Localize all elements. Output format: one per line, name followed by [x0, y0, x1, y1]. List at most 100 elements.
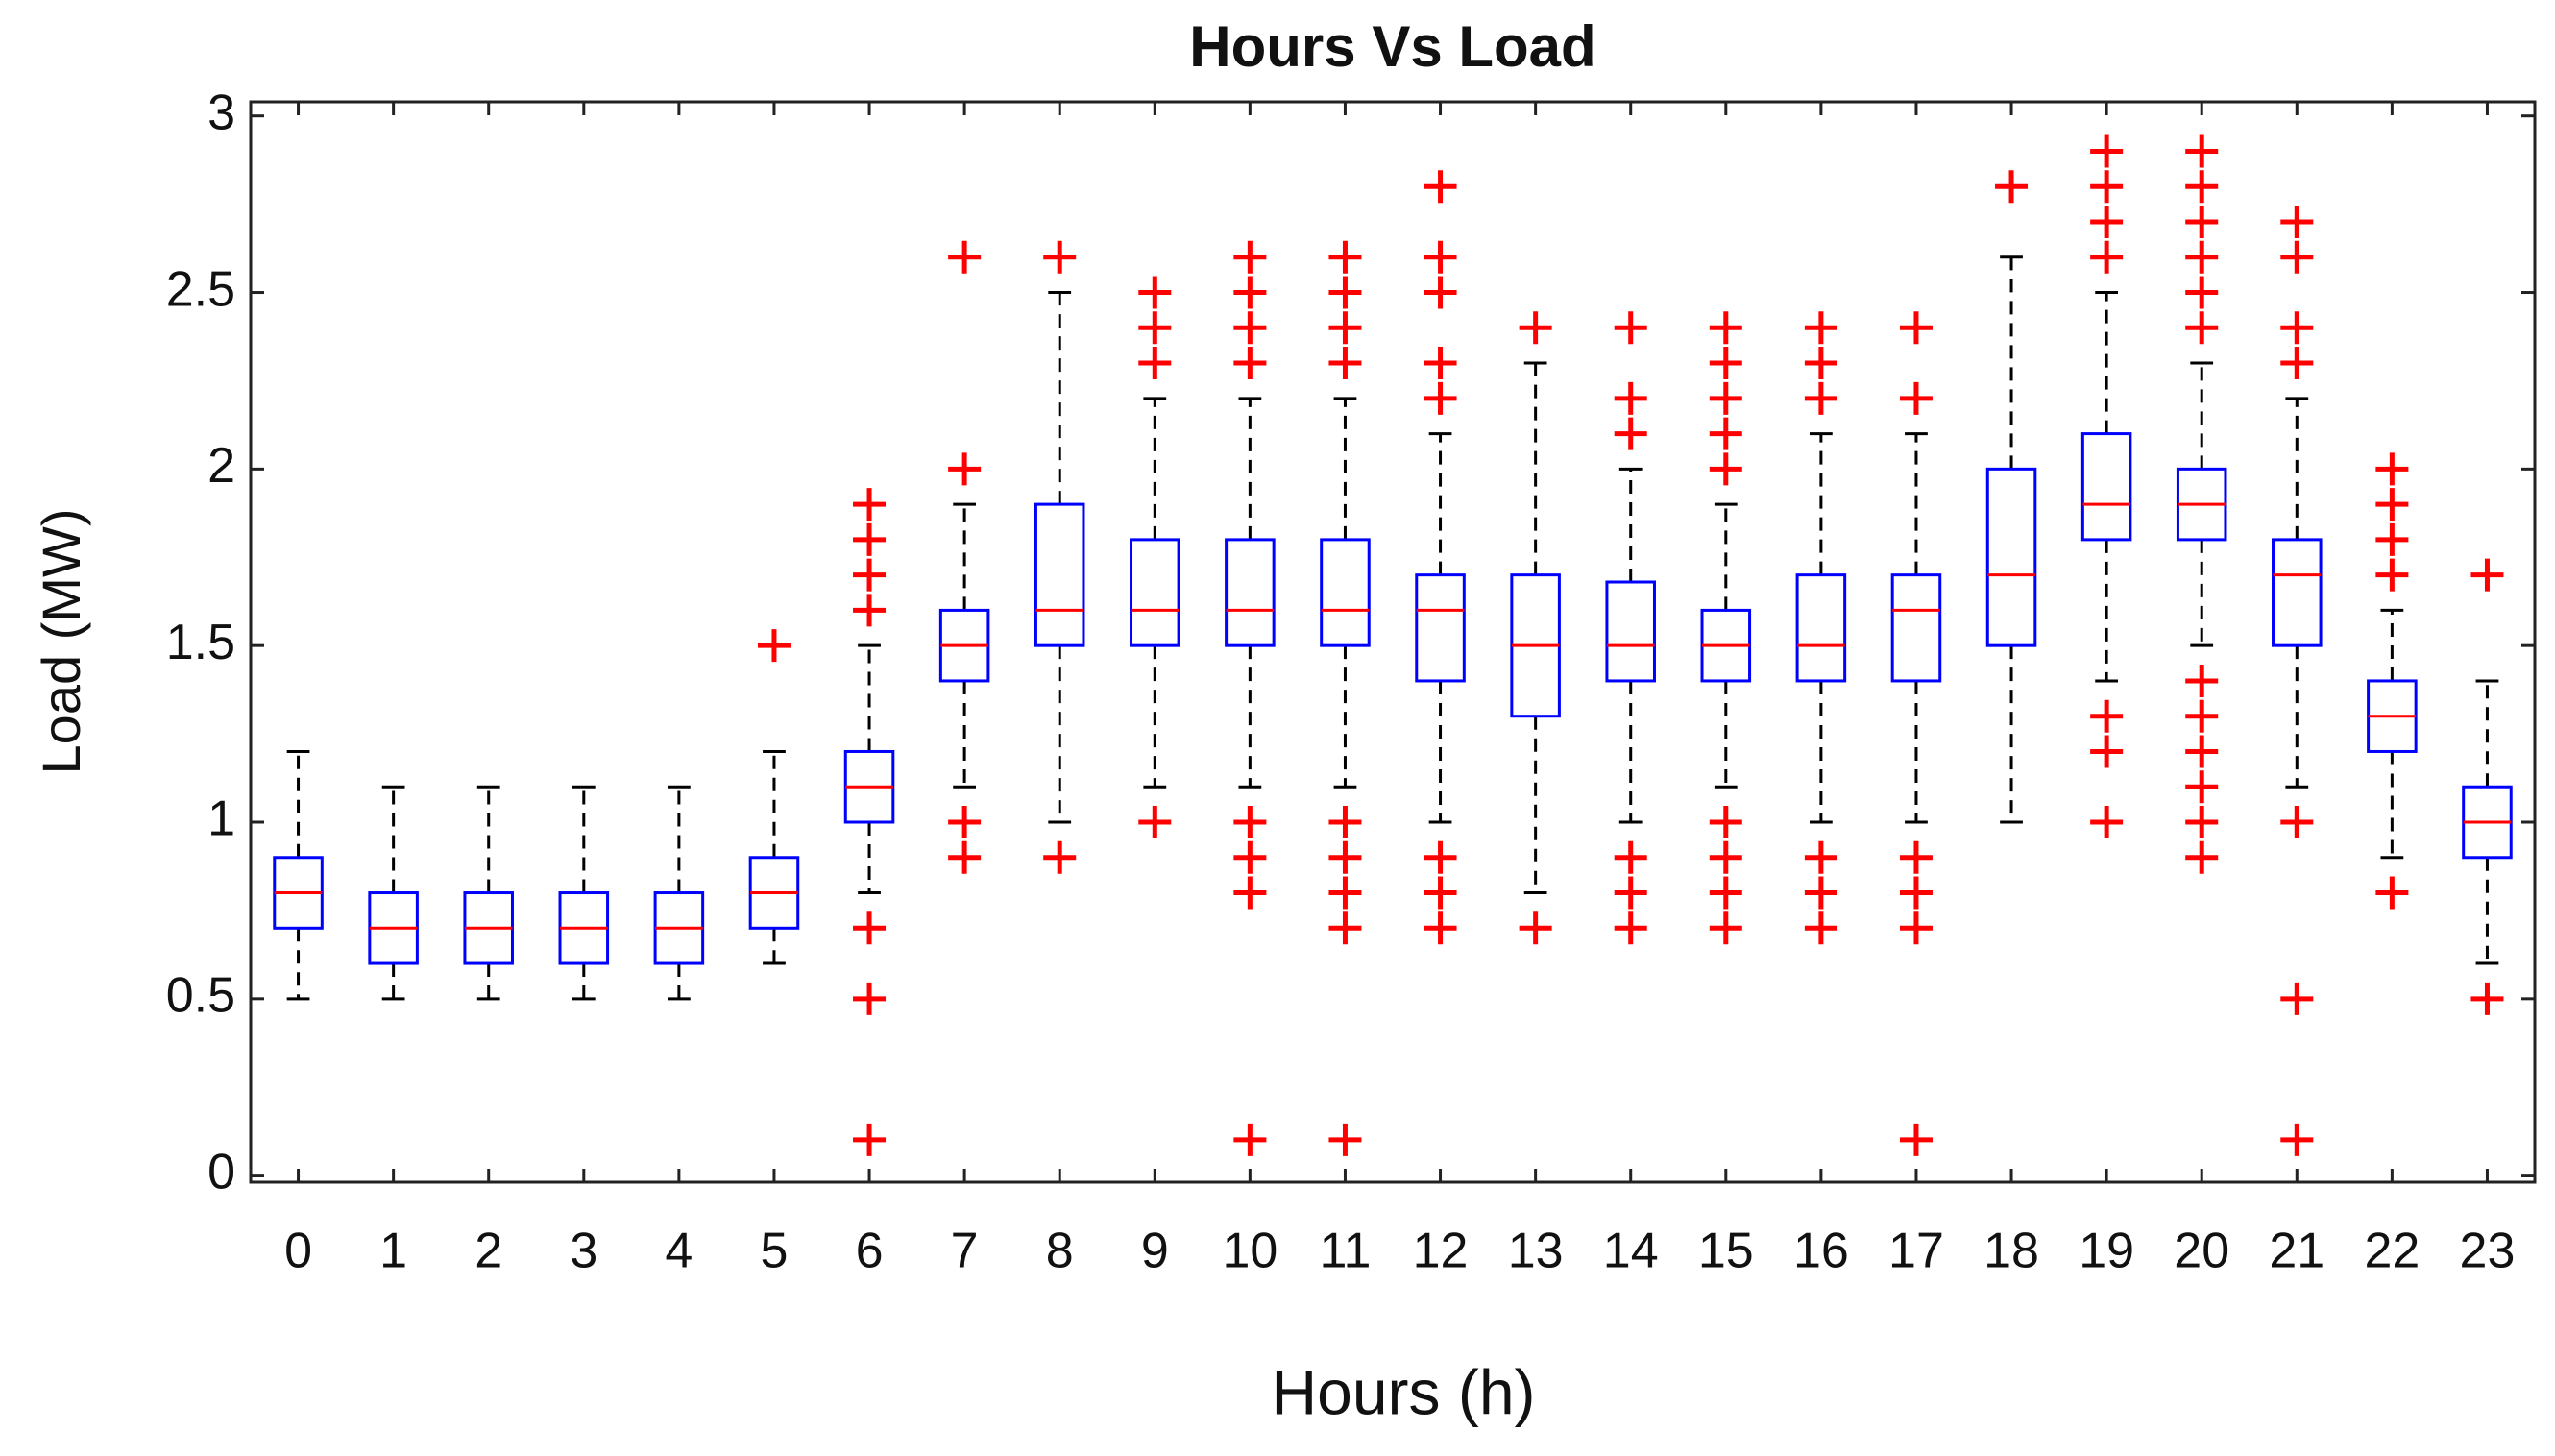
x-tick-label: 12	[1413, 1224, 1469, 1279]
outlier	[1709, 452, 1742, 486]
x-tick-label: 16	[1793, 1224, 1849, 1279]
y-tick-label: 1	[207, 791, 235, 847]
y-axis-label: Load (MW)	[31, 509, 91, 775]
x-tick-label: 23	[2460, 1224, 2516, 1279]
outlier	[2280, 206, 2314, 238]
outlier	[948, 240, 982, 274]
outlier	[1138, 347, 1172, 380]
outlier	[1233, 840, 1267, 874]
box	[1985, 467, 2037, 647]
x-tick-label: 8	[1046, 1224, 1074, 1279]
outlier	[853, 594, 887, 627]
box	[1130, 538, 1180, 647]
outlier	[1328, 311, 1362, 345]
outlier	[1709, 347, 1742, 380]
outlier	[1804, 381, 1837, 415]
x-tick-label: 13	[1508, 1224, 1564, 1279]
outlier	[1328, 1123, 1362, 1156]
outlier	[1424, 911, 1457, 945]
outlier	[1614, 876, 1647, 910]
x-tick-label: 5	[760, 1224, 788, 1279]
x-tick-label: 14	[1603, 1224, 1659, 1279]
outlier	[1709, 381, 1742, 415]
outlier	[1899, 911, 1933, 945]
outlier	[2090, 699, 2124, 733]
outlier	[853, 911, 887, 945]
x-tick-label: 6	[856, 1224, 884, 1279]
outlier	[2185, 134, 2219, 168]
outlier	[853, 522, 887, 556]
outlier	[853, 1123, 887, 1156]
box	[2272, 538, 2323, 647]
outlier	[2470, 982, 2504, 1015]
outlier	[1233, 276, 1267, 309]
x-tick-label: 1	[379, 1224, 407, 1279]
outlier	[1138, 311, 1172, 345]
outlier	[2185, 735, 2219, 768]
outlier	[2090, 806, 2124, 838]
outlier	[853, 558, 887, 592]
x-tick-label: 4	[665, 1224, 693, 1279]
outlier	[2090, 170, 2124, 204]
outlier	[1519, 911, 1552, 945]
outlier	[2280, 240, 2314, 274]
outlier	[1519, 311, 1552, 345]
y-tick-label: 2.5	[166, 261, 235, 317]
outlier	[1328, 806, 1362, 838]
outlier	[1233, 240, 1267, 274]
outlier	[2280, 806, 2314, 838]
outlier	[1043, 240, 1077, 274]
outlier	[2185, 240, 2219, 274]
outlier	[1899, 876, 1933, 910]
outlier	[1899, 381, 1933, 415]
outlier	[1804, 911, 1837, 945]
y-tick-label: 1.5	[166, 615, 235, 670]
outlier	[1424, 840, 1457, 874]
outlier	[2090, 206, 2124, 238]
chart-title: Hours Vs Load	[1189, 14, 1595, 79]
x-axis-label: Hours (h)	[1271, 1356, 1535, 1427]
x-tick-label: 10	[1222, 1224, 1278, 1279]
outlier	[2280, 982, 2314, 1015]
x-tick-label: 11	[1319, 1224, 1371, 1279]
outlier	[1899, 1123, 1933, 1156]
y-tick-label: 0	[207, 1144, 235, 1200]
outlier	[1804, 347, 1837, 380]
outlier	[1233, 311, 1267, 345]
outlier	[1424, 347, 1457, 380]
outlier	[2280, 347, 2314, 380]
outlier	[1424, 876, 1457, 910]
outlier	[1328, 876, 1362, 910]
outlier	[1614, 911, 1647, 945]
box	[1225, 538, 1276, 647]
outlier	[1709, 840, 1742, 874]
x-tick-label: 22	[2364, 1224, 2420, 1279]
outlier	[853, 488, 887, 522]
y-tick-label: 0.5	[166, 968, 235, 1024]
box	[1795, 573, 1847, 683]
outlier	[853, 982, 887, 1015]
x-tick-label: 2	[474, 1224, 502, 1279]
outlier	[2375, 452, 2409, 486]
outlier	[2280, 1123, 2314, 1156]
outlier	[1614, 840, 1647, 874]
outlier	[1614, 381, 1647, 415]
outlier	[1804, 840, 1837, 874]
y-tick-label: 2	[207, 438, 235, 494]
outlier	[1709, 876, 1742, 910]
outlier	[1233, 1123, 1267, 1156]
outlier	[2185, 770, 2219, 804]
outlier	[1995, 170, 2029, 204]
outlier	[2375, 522, 2409, 556]
x-tick-label: 17	[1888, 1224, 1944, 1279]
outlier	[1709, 417, 1742, 450]
box	[1890, 573, 1942, 683]
outlier	[1709, 911, 1742, 945]
outlier	[2185, 806, 2219, 838]
outlier	[2090, 134, 2124, 168]
outlier	[2375, 488, 2409, 522]
plot-frame	[249, 100, 2537, 1184]
outlier	[948, 806, 982, 838]
x-tick-label: 0	[284, 1224, 312, 1279]
